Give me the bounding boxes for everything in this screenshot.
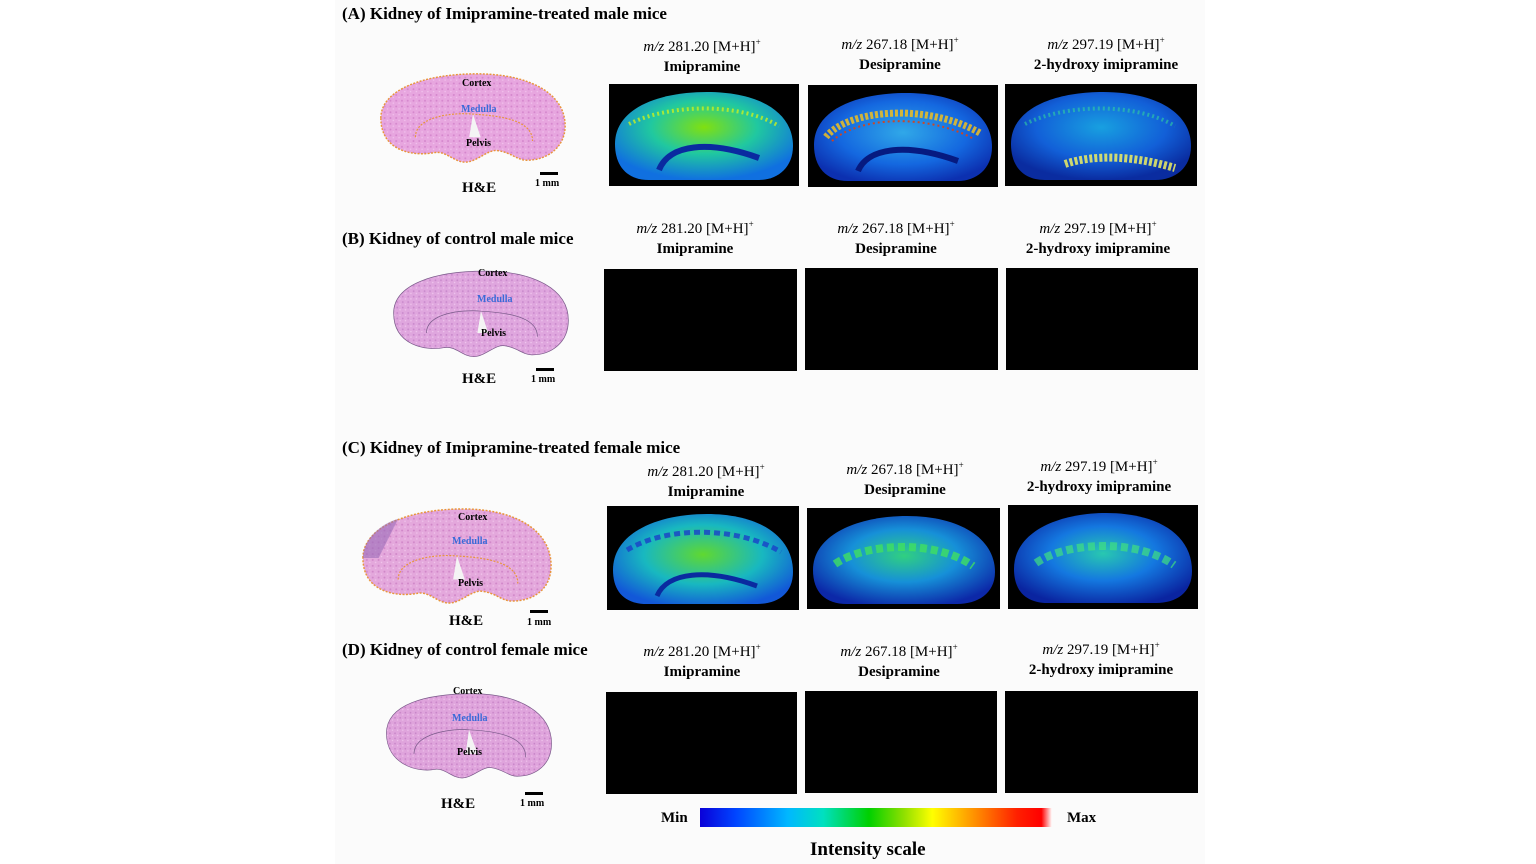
he-kidney-image bbox=[390, 264, 572, 362]
cortex-label: Cortex bbox=[462, 78, 492, 89]
medulla-label: Medulla bbox=[452, 713, 488, 724]
he-kidney-image bbox=[359, 504, 555, 608]
image-label: m/z 267.18 [M+H]+ Desipramine bbox=[846, 460, 964, 498]
msi-image-imipramine-control bbox=[604, 269, 797, 371]
compound-name: Desipramine bbox=[864, 482, 946, 498]
msi-image-2-hydroxy-imipramine bbox=[1008, 505, 1198, 609]
msi-image-desipramine bbox=[807, 508, 1000, 609]
medulla-label: Medulla bbox=[452, 536, 488, 547]
scale-bar bbox=[525, 792, 543, 795]
image-label: m/z 267.18 [M+H]+ Desipramine bbox=[841, 35, 959, 73]
image-label: m/z 281.20 [M+H]+ Imipramine bbox=[643, 642, 761, 680]
cortex-label: Cortex bbox=[453, 686, 483, 697]
compound-name: Imipramine bbox=[663, 664, 741, 680]
compound-name: 2-hydroxy imipramine bbox=[1026, 479, 1172, 495]
scale-label: 1 mm bbox=[520, 798, 545, 809]
image-label: m/z 281.20 [M+H]+ Imipramine bbox=[647, 462, 765, 500]
compound-name: 2-hydroxy imipramine bbox=[1033, 57, 1179, 73]
scale-bar bbox=[540, 172, 558, 175]
compound-name: Desipramine bbox=[855, 241, 937, 257]
medulla-label: Medulla bbox=[461, 104, 497, 115]
image-label: m/z 281.20 [M+H]+ Imipramine bbox=[636, 219, 754, 257]
he-label: H&E bbox=[462, 371, 497, 387]
image-label: m/z 297.19 [M+H]+ 2-hydroxy imipramine bbox=[1033, 35, 1179, 73]
colorbar-min-label: Min bbox=[661, 810, 688, 826]
compound-name: Desipramine bbox=[858, 664, 940, 680]
image-label: m/z 297.19 [M+H]+ 2-hydroxy imipramine bbox=[1028, 640, 1174, 678]
he-kidney-image bbox=[376, 70, 570, 166]
image-label: m/z 267.18 [M+H]+ Desipramine bbox=[837, 219, 955, 257]
pelvis-label: Pelvis bbox=[466, 138, 491, 149]
he-label: H&E bbox=[462, 180, 497, 196]
pelvis-label: Pelvis bbox=[458, 578, 483, 589]
msi-image-desipramine-control bbox=[805, 691, 997, 793]
image-label: m/z 281.20 [M+H]+ Imipramine bbox=[643, 37, 761, 75]
panel-b-title: (B) Kidney of control male mice bbox=[342, 229, 574, 248]
colorbar-title: Intensity scale bbox=[810, 839, 926, 860]
he-label: H&E bbox=[449, 613, 484, 629]
he-label: H&E bbox=[441, 796, 476, 812]
colorbar-max-label: Max bbox=[1067, 810, 1097, 826]
medulla-label: Medulla bbox=[477, 294, 513, 305]
msi-image-desipramine bbox=[808, 85, 998, 187]
pelvis-label: Pelvis bbox=[481, 328, 506, 339]
image-label: m/z 267.18 [M+H]+ Desipramine bbox=[840, 642, 958, 680]
image-label: m/z 297.19 [M+H]+ 2-hydroxy imipramine bbox=[1026, 457, 1172, 495]
msi-image-2-hydroxy-imipramine-control bbox=[1005, 691, 1198, 793]
compound-name: 2-hydroxy imipramine bbox=[1028, 662, 1174, 678]
msi-image-desipramine-control bbox=[805, 268, 998, 370]
cortex-label: Cortex bbox=[478, 268, 508, 279]
compound-name: Desipramine bbox=[859, 57, 941, 73]
msi-image-2-hydroxy-imipramine-control bbox=[1006, 268, 1198, 370]
cortex-label: Cortex bbox=[458, 512, 488, 523]
compound-name: Imipramine bbox=[663, 59, 741, 75]
scale-label: 1 mm bbox=[531, 374, 556, 385]
msi-image-2-hydroxy-imipramine bbox=[1005, 84, 1197, 186]
compound-name: 2-hydroxy imipramine bbox=[1025, 241, 1171, 257]
panel-d-title: (D) Kidney of control female mice bbox=[342, 640, 588, 659]
scale-bar bbox=[530, 610, 548, 613]
panel-c-title: (C) Kidney of Imipramine-treated female … bbox=[342, 438, 681, 457]
scale-label: 1 mm bbox=[535, 178, 560, 189]
pelvis-label: Pelvis bbox=[457, 747, 482, 758]
msi-image-imipramine bbox=[607, 506, 799, 610]
scale-label: 1 mm bbox=[527, 617, 552, 628]
compound-name: Imipramine bbox=[656, 241, 734, 257]
compound-name: Imipramine bbox=[667, 484, 745, 500]
he-kidney-image bbox=[383, 684, 555, 786]
msi-image-imipramine bbox=[609, 84, 799, 186]
panel-a-title: (A) Kidney of Imipramine-treated male mi… bbox=[342, 4, 667, 23]
intensity-colorbar bbox=[700, 808, 1052, 827]
msi-image-imipramine-control bbox=[606, 692, 797, 794]
scale-bar bbox=[536, 368, 554, 371]
image-label: m/z 297.19 [M+H]+ 2-hydroxy imipramine bbox=[1025, 219, 1171, 257]
